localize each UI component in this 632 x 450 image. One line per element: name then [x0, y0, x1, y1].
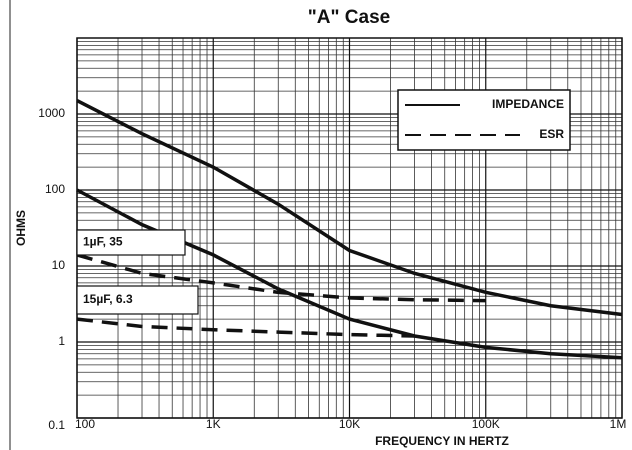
series-line: [76, 253, 486, 303]
x-axis-label: FREQUENCY IN HERTZ: [375, 434, 509, 448]
chart-title: "A" Case: [308, 7, 390, 28]
y-axis-label: OHMS: [14, 210, 28, 246]
x-tick-label: 10K: [339, 417, 360, 431]
legend-label: IMPEDANCE: [492, 97, 564, 111]
legend-box: [397, 89, 571, 151]
y-tick-label: 0.1: [48, 418, 65, 432]
annotation-box: [76, 229, 186, 256]
y-tick-label: 1: [58, 334, 65, 348]
annotation: 1µF, 35: [83, 235, 123, 249]
series-line: [76, 317, 415, 338]
y-tick-label: 10: [52, 258, 66, 272]
legend-label: ESR: [539, 127, 564, 141]
y-tick-label: 1000: [38, 106, 65, 120]
x-tick-label: 1K: [206, 417, 221, 431]
series-line: [76, 99, 623, 317]
annotation: 15µF, 6.3: [83, 292, 133, 306]
annotation-box: [76, 285, 199, 315]
x-tick-label: 100K: [472, 417, 500, 431]
x-tick-label: 100: [75, 417, 95, 431]
plot-border: [76, 37, 623, 419]
y-tick-label: 100: [45, 182, 65, 196]
x-tick-label: 1M: [610, 417, 627, 431]
